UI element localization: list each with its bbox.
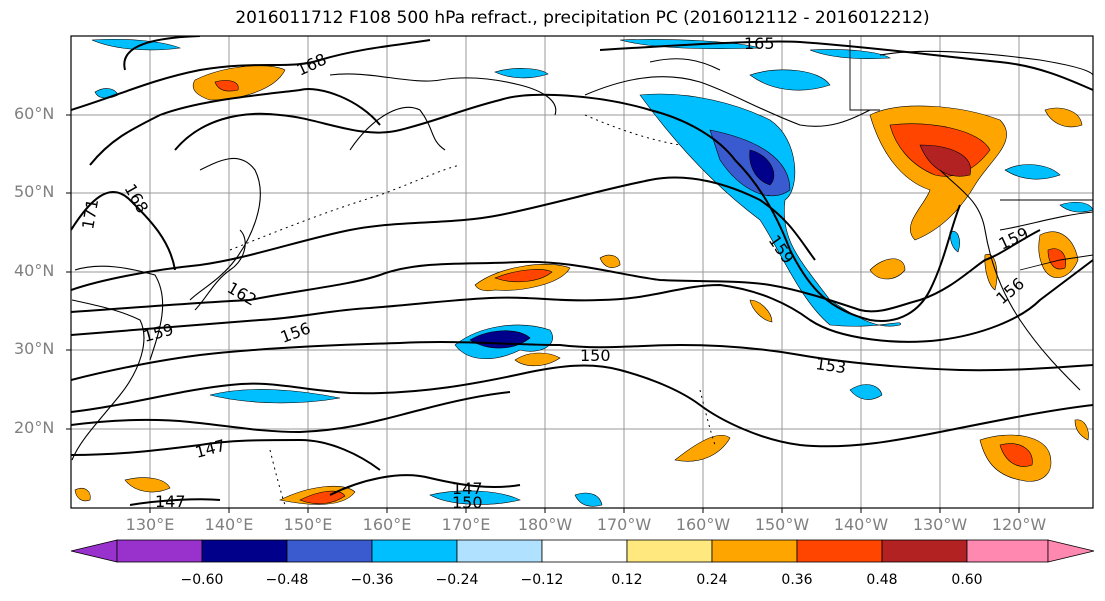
- colorbar-tick: −0.60: [180, 572, 224, 588]
- lon-label: 180°W: [517, 515, 573, 534]
- colorbar-tick: 0.60: [951, 572, 983, 588]
- contour-label: 168: [121, 181, 153, 217]
- borders: [849, 40, 1093, 271]
- colorbar-extend-high: [1047, 539, 1095, 563]
- lon-label: 120°W: [991, 515, 1047, 534]
- tick-marks: [66, 114, 1020, 513]
- colorbar-extend-low: [70, 539, 118, 563]
- colorbar-tick: 0.24: [696, 572, 728, 588]
- contour-label: 171: [78, 197, 102, 230]
- lon-label: 160°W: [675, 515, 731, 534]
- map-title: 2016011712 F108 500 hPa refract., precip…: [235, 8, 930, 28]
- contour-label: 159: [141, 320, 175, 346]
- colorbar-tick: −0.48: [265, 572, 309, 588]
- colorbar-tick: −0.24: [435, 572, 479, 588]
- lon-label: 170°E: [441, 515, 491, 534]
- contour-lines: [71, 36, 1093, 506]
- colorbar-tick: 0.12: [611, 572, 643, 588]
- colorbar-tick: 0.36: [781, 572, 813, 588]
- lon-label: 140°W: [833, 515, 889, 534]
- lon-label: 160°E: [362, 515, 412, 534]
- colorbar-tick: −0.36: [350, 572, 394, 588]
- contour-label: 147: [193, 436, 227, 462]
- lon-label: 170°W: [596, 515, 652, 534]
- contour-label: 147: [155, 492, 186, 511]
- lat-label: 50°N: [14, 182, 55, 201]
- contour-labels: 165 168 168 171 162 159 159 156 156 153 …: [78, 34, 1032, 512]
- contour-label: 165: [744, 34, 775, 53]
- lat-label: 20°N: [14, 418, 55, 437]
- contour-label: 159: [996, 223, 1032, 253]
- dateline-islands: [229, 114, 716, 506]
- contour-label: 150: [452, 493, 483, 512]
- lon-label: 150°E: [283, 515, 333, 534]
- contour-label: 150: [580, 346, 611, 365]
- lat-label: 60°N: [14, 104, 55, 123]
- lon-label: 140°E: [204, 515, 254, 534]
- contour-label: 156: [992, 274, 1028, 308]
- lat-label: 40°N: [14, 261, 55, 280]
- contour-label: 153: [814, 354, 847, 377]
- colorbar-tick: 0.48: [866, 572, 898, 588]
- negative-anomaly-areas: [91, 38, 1093, 507]
- lat-label: 30°N: [14, 339, 55, 358]
- colorbar-tick: −0.12: [520, 572, 564, 588]
- lon-label: 130°W: [912, 515, 968, 534]
- lon-label: 130°E: [125, 515, 175, 534]
- lon-label: 150°W: [754, 515, 810, 534]
- positive-anomaly-areas: [74, 65, 1089, 505]
- colorbar: [70, 539, 1095, 563]
- coastlines: [71, 50, 1093, 461]
- contour-label: 168: [294, 49, 330, 79]
- contour-label: 147: [452, 479, 483, 498]
